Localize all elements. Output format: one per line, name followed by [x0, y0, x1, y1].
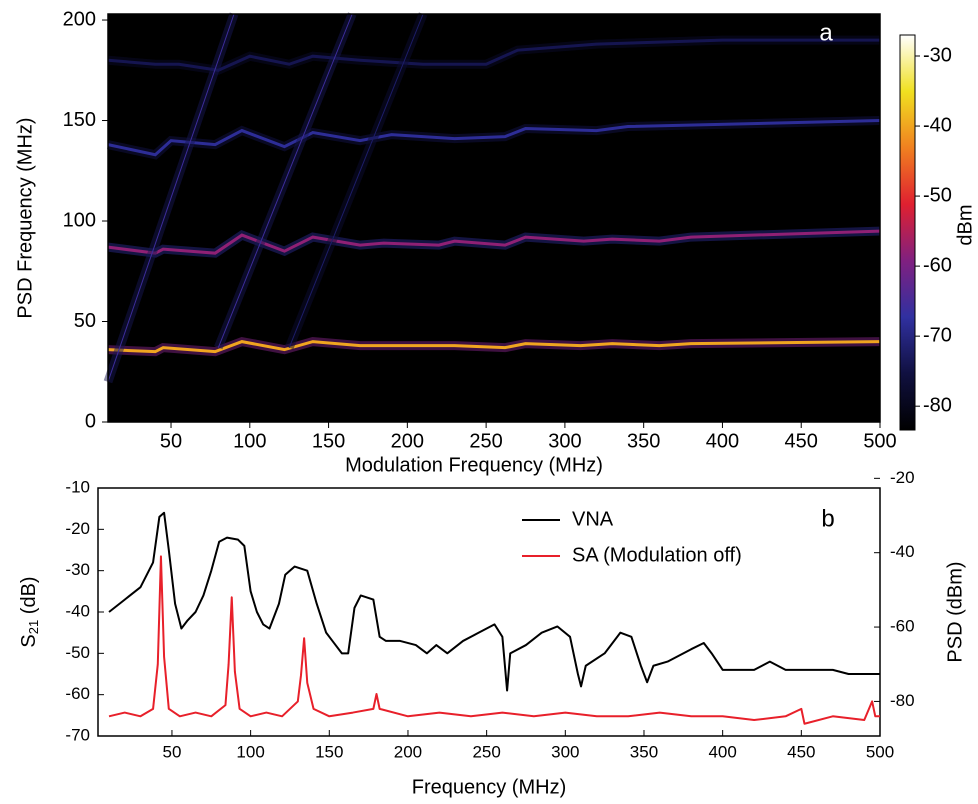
x-tick-label: 250 [469, 430, 502, 452]
y2-tick-label: -40 [890, 542, 915, 561]
trace [107, 13, 235, 382]
panel-label: a [819, 19, 833, 46]
x-tick-label: 300 [548, 430, 581, 452]
y-tick-label: 100 [63, 209, 96, 231]
colorbar-label: dBm [954, 204, 976, 245]
y-tick-label: -10 [65, 477, 90, 496]
colorbar [899, 34, 916, 431]
y2-axis-label: PSD (dBm) [944, 561, 966, 662]
x-tick-label: 450 [785, 430, 818, 452]
y-tick-label: 150 [63, 109, 96, 131]
x-tick-label: 150 [312, 430, 345, 452]
y-axis-label: PSD Frequency (MHz) [14, 117, 36, 318]
y2-tick-label: -80 [890, 691, 915, 710]
trace [288, 13, 424, 348]
x-tick-label: 400 [708, 742, 736, 761]
x-tick-label: 100 [233, 430, 266, 452]
colorbar-tick-label: -40 [923, 114, 952, 136]
x-tick-label: 500 [863, 430, 896, 452]
y-tick-label: -20 [65, 519, 90, 538]
y-axis-label-subscript: 21 [26, 620, 41, 634]
panel-label: b [821, 505, 834, 532]
y-tick-label: -70 [65, 725, 90, 744]
y-axis-label: S21 (dB) [18, 576, 41, 647]
plot-background [108, 14, 880, 422]
x-tick-label: 500 [866, 742, 894, 761]
plot-frame [107, 13, 881, 423]
legend-label: SA (Modulation off) [572, 544, 742, 566]
legend-label: VNA [572, 508, 614, 530]
colorbar-tick-label: -50 [923, 184, 952, 206]
y-tick-label: -40 [65, 601, 90, 620]
y2-tick-label: -20 [890, 468, 915, 487]
y2-tick-label: -60 [890, 617, 915, 636]
x-tick-label: 400 [706, 430, 739, 452]
y-tick-label: 0 [85, 410, 96, 432]
line-series [108, 555, 880, 725]
colorbar-tick-label: -80 [923, 394, 952, 416]
y-tick-label: -60 [65, 684, 90, 703]
colorbar-tick-label: -30 [923, 44, 952, 66]
y-tick-label: -50 [65, 643, 90, 662]
x-tick-label: 200 [394, 742, 422, 761]
y-axis-label-unit: (dB) [18, 576, 40, 619]
x-tick-label: 450 [787, 742, 815, 761]
x-tick-label: 50 [160, 430, 182, 452]
plot-frame [97, 487, 881, 737]
x-tick-label: 100 [236, 742, 264, 761]
x-axis-label: Modulation Frequency (MHz) [345, 454, 603, 476]
y-tick-label: 50 [74, 310, 96, 332]
x-tick-label: 200 [391, 430, 424, 452]
trace [217, 13, 353, 348]
x-tick-label: 50 [162, 742, 181, 761]
trace [107, 340, 881, 354]
trace [107, 229, 881, 255]
y-tick-label: 200 [63, 8, 96, 30]
x-tick-label: 350 [630, 742, 658, 761]
x-tick-label: 300 [551, 742, 579, 761]
y-axis-label-main: S [18, 634, 40, 647]
x-tick-label: 150 [315, 742, 343, 761]
x-tick-label: 250 [472, 742, 500, 761]
colorbar-tick-label: -60 [923, 254, 952, 276]
x-tick-label: 350 [627, 430, 660, 452]
x-axis-label: Frequency (MHz) [412, 776, 566, 798]
colorbar-tick-label: -70 [923, 324, 952, 346]
line-series [108, 511, 880, 692]
y-tick-label: -30 [65, 560, 90, 579]
